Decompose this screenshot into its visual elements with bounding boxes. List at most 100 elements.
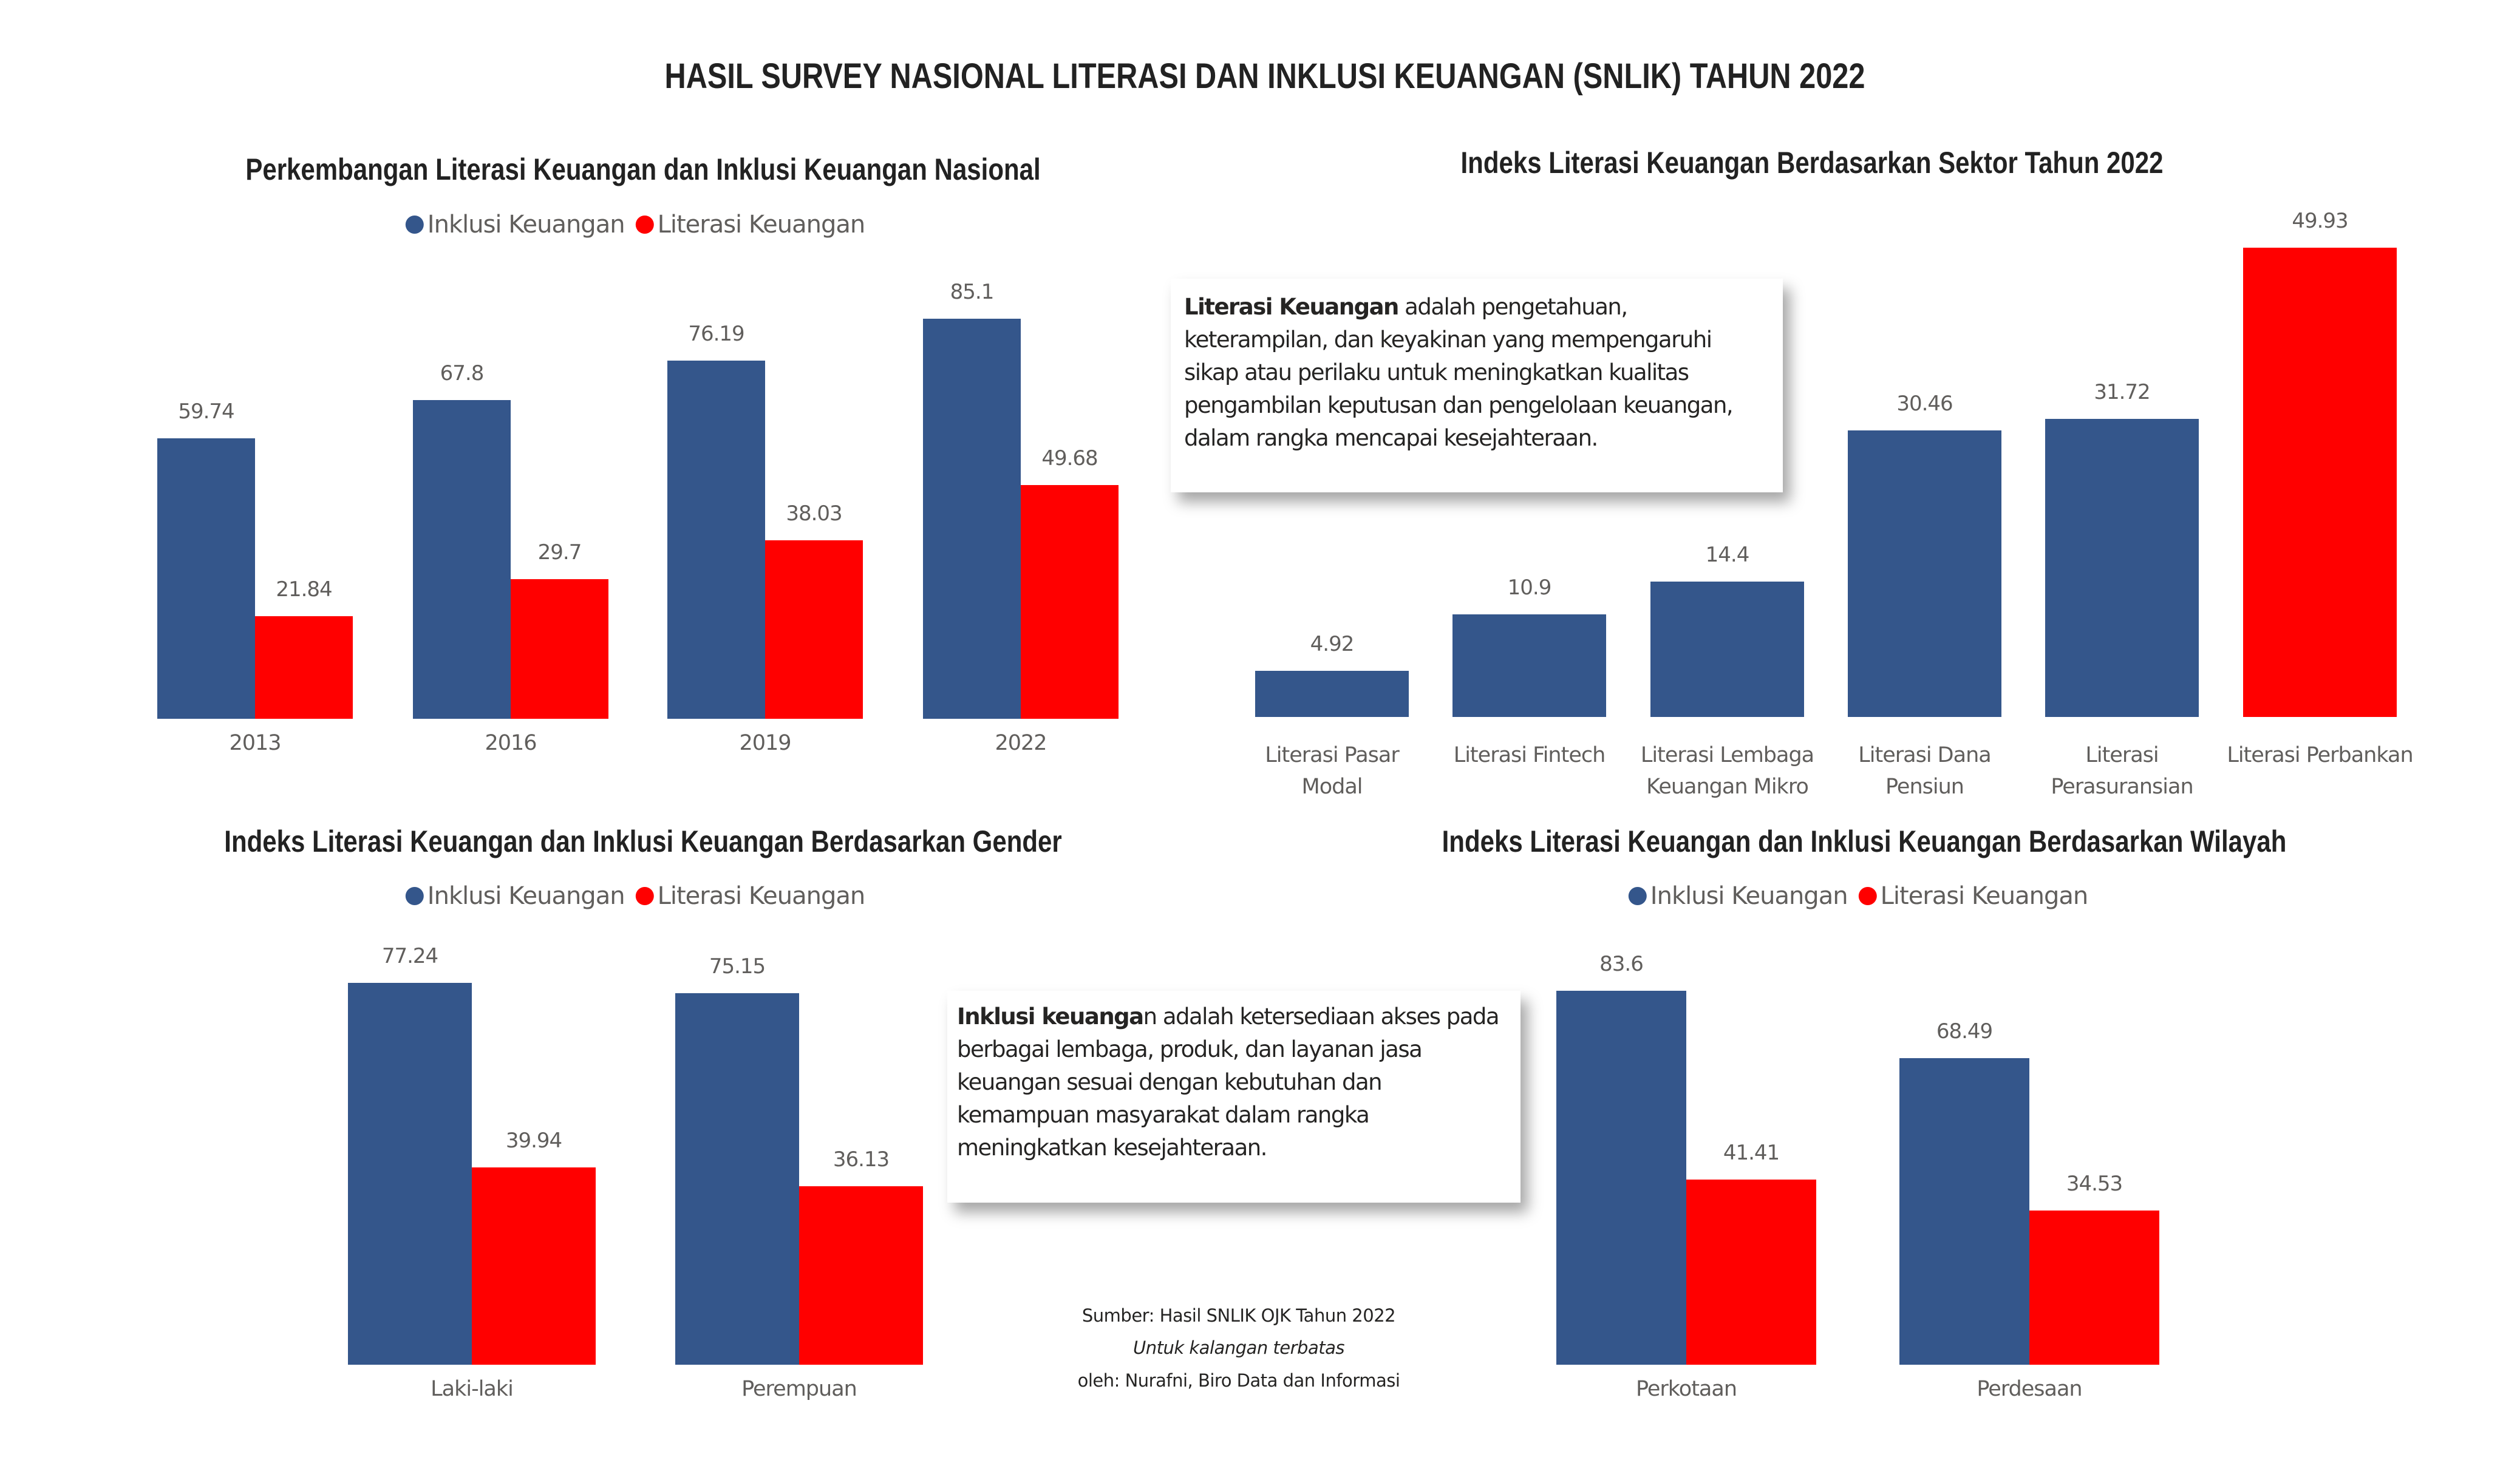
bar-literasi-nasional-0 <box>255 616 353 719</box>
legend-item-literasi[interactable]: Literasi Keuangan <box>635 882 866 910</box>
legend-dot-literasi-icon <box>635 216 654 234</box>
legend-dot-literasi-icon <box>1858 887 1877 905</box>
bar-sektor-4 <box>2045 418 2199 717</box>
value-label-literasi-gender-1: 36.13 <box>833 1147 890 1172</box>
category-label-line: Keuangan Mikro <box>1646 775 1809 799</box>
category-label-line: Modal <box>1301 775 1363 799</box>
value-label-inklusi-nasional-2: 76.19 <box>688 322 744 347</box>
chart-title-gender: Indeks Literasi Keuangan dan Inklusi Keu… <box>224 824 1062 858</box>
bar-inklusi-gender-1 <box>675 993 799 1365</box>
category-label-wilayah-0: Perkotaan <box>1635 1377 1737 1401</box>
inklusi-definition-term: Inklusi keuanga <box>957 1004 1144 1030</box>
literasi-definition-text: adalah pengetahuan, keterampilan, dan ke… <box>1184 294 1734 451</box>
literasi-definition-term: Literasi Keuangan <box>1184 294 1399 320</box>
footer-source: Sumber: Hasil SNLIK OJK Tahun 2022 <box>1081 1305 1396 1326</box>
value-label-literasi-nasional-3: 49.68 <box>1041 446 1098 471</box>
value-label-literasi-nasional-2: 38.03 <box>786 501 842 526</box>
category-label-line: Literasi Fintech <box>1453 743 1606 767</box>
value-label-inklusi-nasional-3: 85.1 <box>950 280 995 305</box>
bar-inklusi-nasional-2 <box>667 361 765 719</box>
value-label-literasi-nasional-0: 21.84 <box>276 577 332 602</box>
legend-label-inklusi: Inklusi Keuangan <box>427 211 625 239</box>
category-label-sektor-0: Literasi Pasar Modal <box>1265 739 1399 803</box>
legend-dot-inklusi-icon <box>405 216 424 234</box>
category-label-line: Perasuransian <box>2051 775 2193 799</box>
legend-label-literasi: Literasi Keuangan <box>1880 882 2089 910</box>
bar-sektor-2 <box>1650 581 1804 717</box>
category-label-line: Literasi Dana <box>1858 743 1991 767</box>
category-label-line: Literasi <box>2085 743 2159 767</box>
bar-literasi-nasional-1 <box>511 579 608 719</box>
legend-dot-inklusi-icon <box>405 887 424 905</box>
value-label-literasi-gender-0: 39.94 <box>505 1128 562 1153</box>
bar-inklusi-nasional-0 <box>157 438 255 719</box>
literasi-definition-card: Literasi Keuangan adalah pengetahuan, ke… <box>1171 279 1783 492</box>
bar-sektor-0 <box>1255 670 1409 717</box>
bar-sektor-5 <box>2243 247 2397 717</box>
category-label-nasional-2: 2019 <box>739 731 791 755</box>
category-label-sektor-5: Literasi Perbankan <box>2227 739 2413 771</box>
category-label-nasional-1: 2016 <box>485 731 537 755</box>
category-label-gender-1: Perempuan <box>741 1377 857 1401</box>
legend-label-literasi: Literasi Keuangan <box>657 882 866 910</box>
legend-label-inklusi: Inklusi Keuangan <box>427 882 625 910</box>
value-label-inklusi-gender-0: 77.24 <box>381 944 438 969</box>
inklusi-definition-card: Inklusi keuangan adalah ketersediaan aks… <box>947 991 1521 1203</box>
bar-sektor-3 <box>1848 430 2001 717</box>
value-label-sektor-2: 14.4 <box>1705 542 1750 567</box>
bar-inklusi-gender-0 <box>348 983 472 1365</box>
category-label-wilayah-1: Perdesaan <box>1977 1377 2082 1401</box>
value-label-sektor-5: 49.93 <box>2292 208 2348 233</box>
category-label-line: Pensiun <box>1885 775 1964 799</box>
category-label-nasional-0: 2013 <box>229 731 281 755</box>
legend-item-inklusi[interactable]: Inklusi Keuangan <box>405 211 625 239</box>
value-label-inklusi-nasional-1: 67.8 <box>440 361 485 386</box>
bar-inklusi-wilayah-0 <box>1556 990 1686 1365</box>
legend-item-literasi[interactable]: Literasi Keuangan <box>1858 882 2089 910</box>
value-label-inklusi-wilayah-1: 68.49 <box>1936 1019 1993 1044</box>
bar-inklusi-nasional-3 <box>923 319 1021 719</box>
category-label-line: Literasi Perbankan <box>2227 743 2413 767</box>
bar-literasi-nasional-2 <box>765 540 863 719</box>
value-label-sektor-4: 31.72 <box>2094 379 2150 404</box>
legend-dot-inklusi-icon <box>1628 887 1647 905</box>
bar-literasi-nasional-3 <box>1021 485 1119 719</box>
bar-inklusi-nasional-1 <box>413 400 511 719</box>
legend-item-inklusi[interactable]: Inklusi Keuangan <box>405 882 625 910</box>
category-label-nasional-3: 2022 <box>995 731 1047 755</box>
value-label-inklusi-wilayah-0: 83.6 <box>1599 951 1644 976</box>
bar-inklusi-wilayah-1 <box>1899 1058 2029 1365</box>
legend-dot-literasi-icon <box>635 887 654 905</box>
category-label-line: Literasi Lembaga <box>1640 743 1814 767</box>
category-label-sektor-3: Literasi Dana Pensiun <box>1858 739 1991 803</box>
bar-literasi-gender-1 <box>799 1186 923 1365</box>
legend-gender: Inklusi Keuangan Literasi Keuangan <box>405 882 873 910</box>
footer-author: oleh: Nurafni, Biro Data dan Informasi <box>1077 1370 1400 1391</box>
value-label-literasi-wilayah-1: 34.53 <box>2066 1171 2123 1196</box>
bar-literasi-wilayah-0 <box>1686 1179 1816 1365</box>
value-label-inklusi-gender-1: 75.15 <box>709 954 766 979</box>
legend-item-inklusi[interactable]: Inklusi Keuangan <box>1628 882 1848 910</box>
value-label-literasi-wilayah-0: 41.41 <box>1723 1140 1780 1165</box>
category-label-sektor-2: Literasi Lembaga Keuangan Mikro <box>1641 739 1814 803</box>
legend-label-literasi: Literasi Keuangan <box>657 211 866 239</box>
value-label-inklusi-nasional-0: 59.74 <box>178 399 234 424</box>
category-label-line: Literasi Pasar <box>1265 743 1399 767</box>
bar-literasi-wilayah-1 <box>2029 1210 2159 1365</box>
main-title: HASIL SURVEY NASIONAL LITERASI DAN INKLU… <box>664 56 1865 96</box>
category-label-sektor-1: Literasi Fintech <box>1454 739 1606 771</box>
footer-restriction: Untuk kalangan terbatas <box>1133 1337 1344 1358</box>
legend-wilayah: Inklusi Keuangan Literasi Keuangan <box>1628 882 2096 910</box>
category-label-gender-0: Laki-laki <box>431 1377 514 1401</box>
chart-title-nasional: Perkembangan Literasi Keuangan dan Inklu… <box>245 152 1041 186</box>
inklusi-definition-text: n adalah ketersediaan akses pada berbaga… <box>957 1004 1500 1161</box>
legend-item-literasi[interactable]: Literasi Keuangan <box>635 211 866 239</box>
chart-title-sektor: Indeks Literasi Keuangan Berdasarkan Sek… <box>1460 146 2164 180</box>
legend-label-inklusi: Inklusi Keuangan <box>1650 882 1848 910</box>
legend-nasional: Inklusi Keuangan Literasi Keuangan <box>405 211 873 239</box>
value-label-sektor-0: 4.92 <box>1310 631 1355 656</box>
category-label-sektor-4: Literasi Perasuransian <box>2051 739 2193 803</box>
bar-sektor-1 <box>1452 614 1606 717</box>
chart-title-wilayah: Indeks Literasi Keuangan dan Inklusi Keu… <box>1442 824 2287 858</box>
value-label-sektor-1: 10.9 <box>1507 576 1552 600</box>
